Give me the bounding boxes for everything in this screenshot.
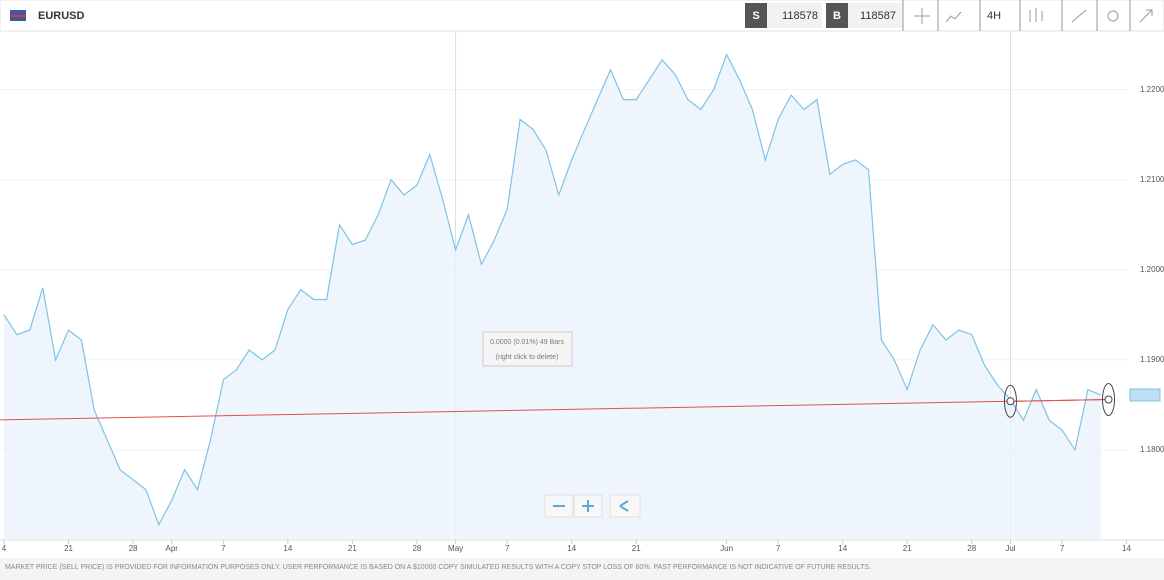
current-price-tag	[1129, 388, 1161, 402]
tooltip-text: (right click to delete)	[496, 354, 559, 361]
x-tick-label: 28	[412, 544, 421, 553]
x-tick-label: 28	[967, 544, 976, 553]
x-tick-label: 7	[1060, 544, 1065, 553]
tooltip	[482, 331, 573, 367]
footer	[0, 558, 1164, 580]
draw-icon[interactable]	[1071, 9, 1087, 23]
y-tick-label: 1.2100	[1140, 175, 1164, 184]
x-tick-label: 21	[348, 544, 357, 553]
candles-icon[interactable]	[1029, 8, 1043, 22]
trendline-extension	[0, 398, 1109, 421]
buy-price-box	[848, 3, 903, 28]
tooltip-text: 0.0000 (0.01%) 49 Bars	[490, 339, 564, 346]
y-tick-label: 1.2200	[1140, 85, 1164, 94]
x-tick-label: May	[448, 544, 463, 553]
x-tick-label: 7	[221, 544, 226, 553]
x-tick-label: 7	[776, 544, 781, 553]
sell-price: 118578	[782, 10, 818, 22]
x-tick-label: 14	[567, 544, 576, 553]
share-icon	[619, 500, 629, 512]
trendline-handle	[1003, 384, 1017, 418]
trendline-anchor	[1104, 395, 1113, 404]
symbol[interactable]: EURUSD	[38, 10, 85, 22]
settings-icon[interactable]	[1107, 10, 1119, 22]
x-tick-label: 21	[632, 544, 641, 553]
fullscreen-icon[interactable]	[1139, 9, 1153, 23]
crosshair-icon[interactable]	[914, 8, 930, 24]
x-tick-label: Apr	[166, 544, 179, 553]
buy-price: 118587	[860, 10, 896, 22]
trendline-handle	[1102, 382, 1116, 416]
sell-price-box	[767, 3, 822, 28]
flag-stripe	[10, 15, 26, 17]
trendline-anchor	[1006, 397, 1015, 406]
x-tick-label: 14	[838, 544, 847, 553]
y-tick-label: 1.1800	[1140, 445, 1164, 454]
x-tick-label: 21	[903, 544, 912, 553]
x-tick-label: 7	[505, 544, 510, 553]
x-tick-label: Jun	[720, 544, 733, 553]
plot: 1.1800 1.1900 1.2000 1.2100 1.2200 4 21 28 Apr 7 1…	[0, 32, 1164, 553]
toolbar-icons	[902, 0, 1153, 31]
y-tick-label: 1.1900	[1140, 355, 1164, 364]
price-axis-panel	[1128, 32, 1164, 540]
buy-button[interactable]	[826, 3, 848, 28]
toolbar	[0, 0, 1164, 32]
timeframe[interactable]: 4H	[987, 10, 1001, 22]
area-fill	[4, 54, 1101, 540]
trendline	[1010, 398, 1109, 402]
x-tick-label: 21	[64, 544, 73, 553]
x-tick-label: 28	[129, 544, 138, 553]
share-button[interactable]	[609, 494, 641, 518]
disclaimer: MARKET PRICE (SELL PRICE) IS PROVIDED FO…	[5, 564, 871, 571]
buy-label: B	[833, 10, 841, 22]
y-tick-label: 1.2000	[1140, 265, 1164, 274]
price-line	[3, 53, 1102, 527]
x-tick-label: Jul	[1005, 544, 1015, 553]
x-tick-label: 14	[1122, 544, 1131, 553]
x-tick-label: 4	[2, 544, 7, 553]
plus-icon	[582, 500, 594, 512]
sell-label: S	[752, 10, 759, 22]
sell-button[interactable]	[745, 3, 767, 28]
chart-type-icon[interactable]	[945, 11, 962, 23]
x-tick-label: 14	[283, 544, 292, 553]
